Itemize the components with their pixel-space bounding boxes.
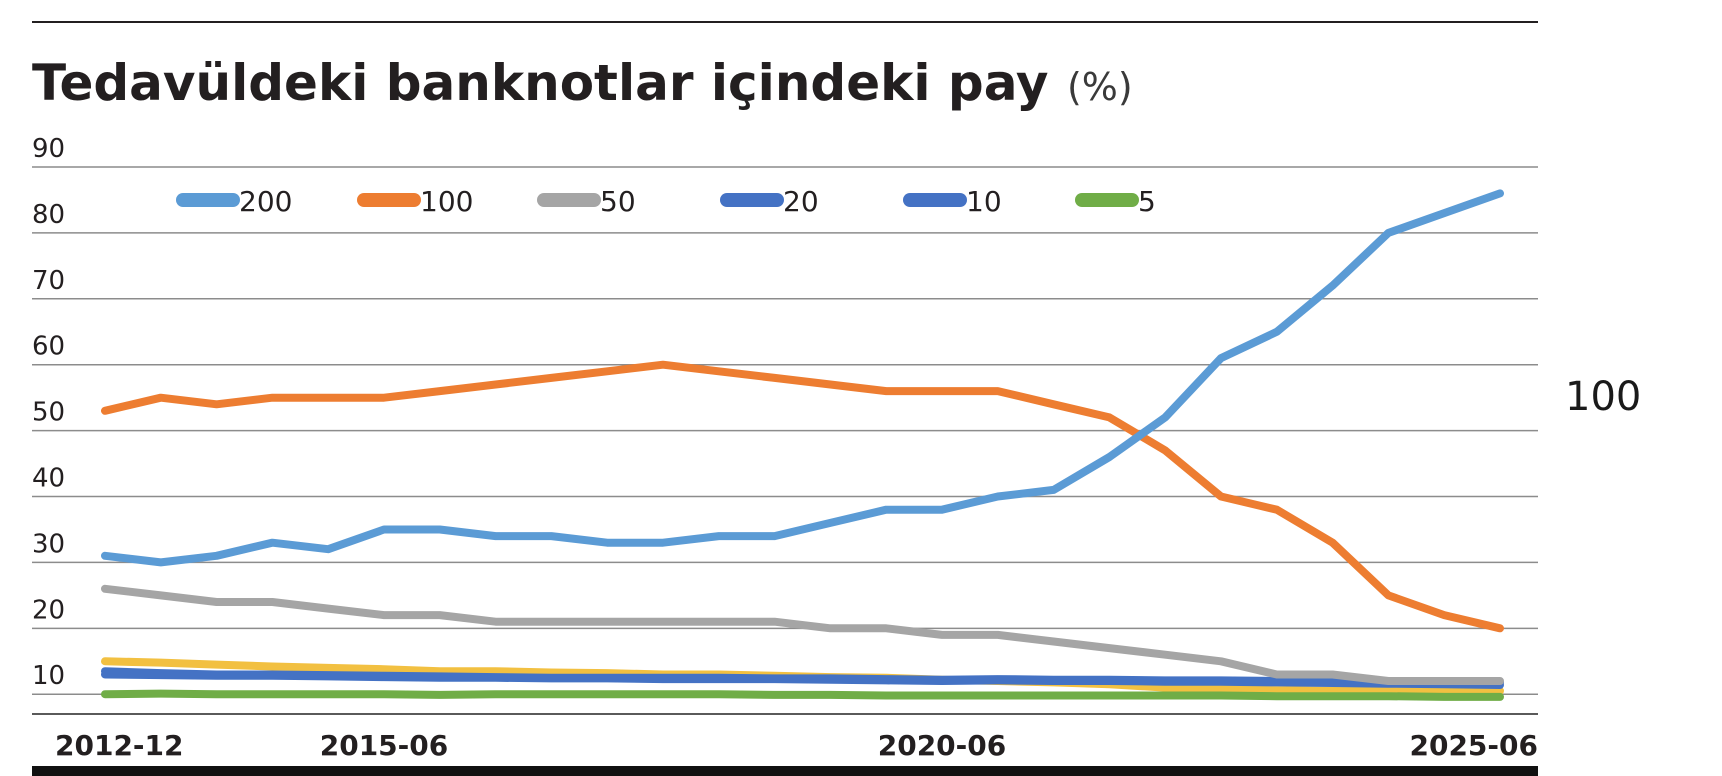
legend-label-100: 100 [420, 185, 473, 218]
y-axis-ticks: 90 80 70 60 50 40 30 20 10 [32, 134, 65, 691]
series-line-200 [101, 189, 1504, 567]
series-line-100 [101, 360, 1504, 633]
series-line-5 [101, 689, 1504, 701]
y-tick-label: 10 [32, 661, 65, 691]
x-axis-ticks: 2012-12 2015-06 2020-06 2025-06 [55, 729, 1538, 762]
x-tick-label: 2012-12 [55, 729, 184, 762]
legend-label-200: 200 [239, 185, 292, 218]
y-tick-label: 30 [32, 529, 65, 559]
y-tick-label: 70 [32, 266, 65, 296]
legend-label-50: 50 [600, 185, 636, 218]
series-lines [101, 189, 1504, 701]
series-line-20 [101, 667, 1504, 687]
chart-title: Tedavüldeki banknotlar içindeki pay (%) [32, 54, 1133, 112]
x-tick-label: 2020-06 [878, 729, 1007, 762]
bottom-rule [32, 766, 1538, 776]
chart-title-main: Tedavüldeki banknotlar içindeki pay [32, 54, 1049, 112]
x-tick-label: 2025-06 [1409, 729, 1538, 762]
y-tick-label: 90 [32, 134, 65, 164]
legend-label-20: 20 [783, 185, 819, 218]
side-label: 100 [1565, 374, 1641, 420]
series-line-50 [101, 584, 1504, 685]
legend: 200 100 50 20 10 5 [176, 185, 1156, 218]
chart-title-unit: (%) [1067, 65, 1133, 109]
y-tick-label: 60 [32, 332, 65, 362]
y-tick-label: 40 [32, 464, 65, 494]
x-tick-label: 2015-06 [320, 729, 449, 762]
y-tick-label: 80 [32, 200, 65, 230]
legend-label-10: 10 [966, 185, 1002, 218]
gridlines [32, 166, 1538, 715]
y-tick-label: 20 [32, 595, 65, 625]
legend-label-5: 5 [1138, 185, 1156, 218]
y-tick-label: 50 [32, 398, 65, 428]
